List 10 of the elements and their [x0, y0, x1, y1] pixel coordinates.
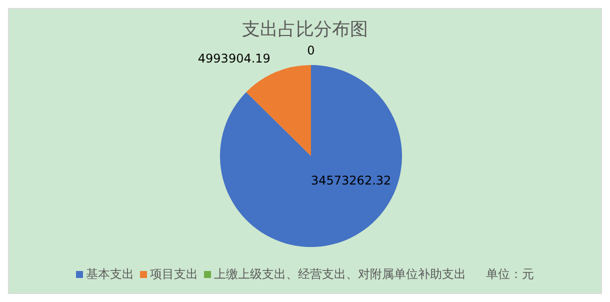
- legend-label: 项目支出: [149, 266, 198, 283]
- pie-slice: [246, 65, 311, 156]
- text: 单位：元: [486, 266, 534, 283]
- text: 0: [307, 43, 315, 58]
- legend-label: 上缴上级支出、经营支出、对附属单位补助支出: [213, 266, 466, 283]
- chart-title: 支出占比分布图: [241, 18, 369, 41]
- data-label: 4993904.19: [198, 51, 270, 66]
- pie-slice: [220, 65, 402, 247]
- legend-label: 基本支出: [85, 266, 134, 283]
- data-label: 34573262.32: [311, 173, 392, 188]
